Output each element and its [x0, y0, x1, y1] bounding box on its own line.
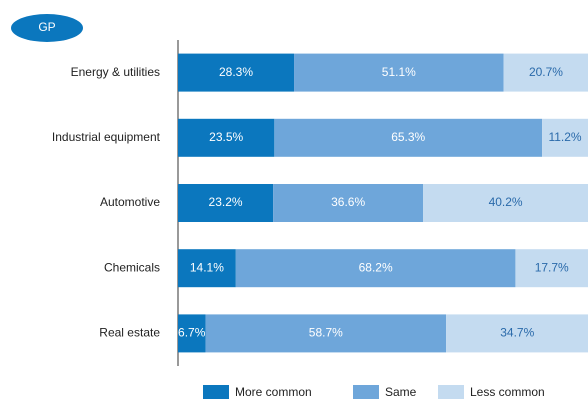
legend-label: Less common [470, 385, 545, 399]
legend-swatch [203, 385, 229, 399]
value-label: 68.2% [359, 260, 393, 274]
value-label: 51.1% [382, 65, 416, 79]
bar-segment [515, 249, 588, 288]
bar-segment [273, 184, 424, 222]
value-label: 40.2% [489, 195, 523, 209]
value-label: 11.2% [548, 130, 581, 144]
bar-segment [446, 314, 588, 353]
category-label: Chemicals [104, 260, 160, 274]
legend-label: Same [385, 385, 417, 399]
bar-segment [423, 184, 588, 222]
value-label: 23.5% [209, 130, 243, 144]
category-label: Automotive [100, 195, 160, 209]
legend-label: More common [235, 385, 312, 399]
bar-segment [235, 249, 516, 288]
value-label: 28.3% [219, 65, 253, 79]
value-label: 23.2% [209, 195, 243, 209]
value-label: 14.1% [190, 260, 224, 274]
category-label: Energy & utilities [71, 65, 160, 79]
category-label: Real estate [99, 326, 160, 340]
bar-segment [178, 249, 236, 288]
bar-segment [178, 53, 295, 92]
bar-segment [178, 314, 206, 353]
tag-text: GP [38, 20, 55, 34]
value-label: 36.6% [331, 195, 365, 209]
bar-segment [178, 184, 274, 222]
value-label: 17.7% [535, 260, 569, 274]
value-label: 20.7% [529, 65, 563, 79]
bar-segment [205, 314, 447, 353]
category-label: Industrial equipment [52, 130, 161, 144]
legend-swatch [353, 385, 379, 399]
tag-badge [11, 14, 83, 42]
legend-swatch [438, 385, 464, 399]
bar-segment [542, 118, 588, 157]
bar-segment [294, 53, 504, 92]
value-label: 58.7% [309, 326, 343, 340]
bar-segment [274, 118, 543, 157]
value-label: 34.7% [500, 326, 534, 340]
bar-segment [503, 53, 588, 92]
bar-segment [178, 118, 275, 157]
value-label: 6.7% [178, 326, 206, 340]
value-label: 65.3% [391, 130, 425, 144]
